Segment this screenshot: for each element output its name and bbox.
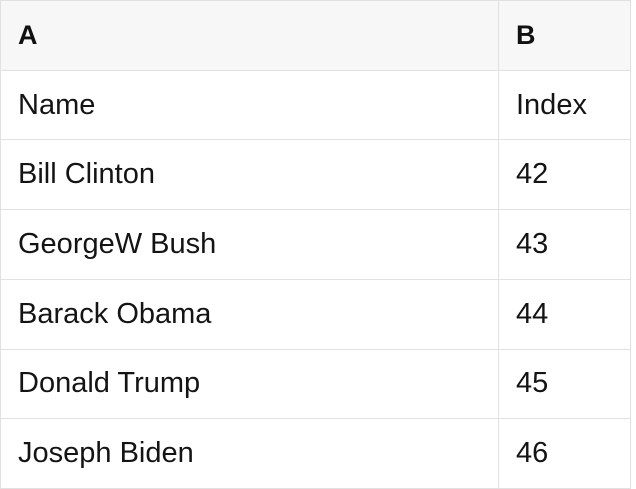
table-cell-b[interactable]: 44 [498, 279, 631, 349]
table-row: GeorgeW Bush 43 [0, 210, 631, 280]
table-cell-a[interactable]: Name [0, 70, 498, 140]
table-cell-b[interactable]: 43 [498, 210, 631, 279]
table-cell-b[interactable]: 42 [498, 140, 631, 210]
table-cell-a[interactable]: Donald Trump [0, 349, 498, 419]
table-cell-b[interactable]: 45 [498, 349, 631, 419]
table-cell-b[interactable]: 46 [498, 419, 631, 489]
table-row: Joseph Biden 46 [0, 419, 631, 489]
table-cell-a[interactable]: GeorgeW Bush [0, 210, 498, 279]
column-header-b[interactable]: B [498, 1, 631, 70]
table-cell-a[interactable]: Barack Obama [0, 279, 498, 349]
table-cell-a[interactable]: Bill Clinton [0, 140, 498, 210]
table-cell-b[interactable]: Index [498, 70, 631, 140]
table-row: Donald Trump 45 [0, 349, 631, 420]
column-header-a[interactable]: A [0, 1, 498, 70]
table-row: Bill Clinton 42 [0, 140, 631, 211]
table-cell-a[interactable]: Joseph Biden [0, 419, 498, 489]
column-header-row: A B [0, 1, 631, 71]
table-row: Barack Obama 44 [0, 279, 631, 350]
table-row: Name Index [0, 70, 631, 141]
